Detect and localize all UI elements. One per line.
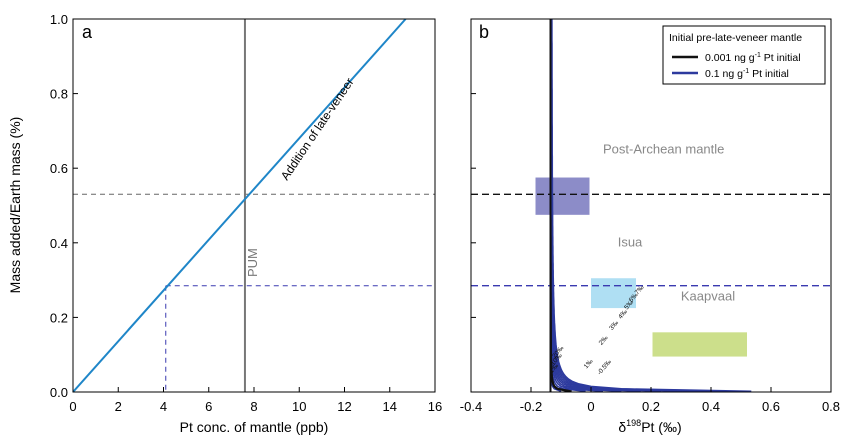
legend-box xyxy=(662,25,826,85)
panel-a-y-tick-label: 0.8 xyxy=(50,87,68,102)
panel-a-x-tick-label: 4 xyxy=(160,399,167,414)
panel-b-box-isua xyxy=(591,278,636,309)
panel-a-label: a xyxy=(82,22,93,42)
curve-label: 3‰ xyxy=(608,319,620,332)
curve-label: 2‰ xyxy=(598,334,610,347)
panel-b-box-label: Kaapvaal xyxy=(681,289,735,304)
panel-a-y-axis-title: Mass added/Earth mass (%) xyxy=(7,117,23,294)
panel-a-x-axis-title: Pt conc. of mantle (ppb) xyxy=(180,419,329,435)
panel-a-y-tick-label: 0.0 xyxy=(50,385,68,400)
panel-b-x-axis-title: δ198Pt (‰) xyxy=(618,418,681,435)
panel-b-x-tick-label: -0.4 xyxy=(460,399,482,414)
panel-b-label: b xyxy=(479,22,489,42)
panel-b: 7‰6‰5‰4‰3‰2‰1‰ -0.5‰20‰10‰1‰ -0.4 -0.2 0 0.2… xyxy=(460,18,840,435)
panel-a-x-tick-label: 12 xyxy=(337,399,351,414)
panel-b-box-label: Isua xyxy=(618,235,643,250)
panel-b-x-tick-label: 0.4 xyxy=(702,399,720,414)
panel-a-x-tick-label: 16 xyxy=(428,399,442,414)
curve-label: -0.5‰ xyxy=(596,358,613,376)
blue-mixing-curve xyxy=(551,19,752,392)
panel-a-x-tick-label: 10 xyxy=(292,399,306,414)
late-veneer-line-label: Addition of late-veneer xyxy=(278,75,357,182)
panel-a-x-tick-label: 8 xyxy=(250,399,257,414)
panel-a-y-tick-label: 0.6 xyxy=(50,161,68,176)
panel-b-x-tick-label: 0.6 xyxy=(762,399,780,414)
panel-b-box-post-archean-mantle xyxy=(535,177,590,215)
panel-b-curves xyxy=(549,19,752,392)
panel-b-x-tick-label: 0.2 xyxy=(642,399,660,414)
panel-a-frame xyxy=(72,18,436,393)
panel-a-y-tick-label: 0.4 xyxy=(50,236,68,251)
legend-entry-blue: 0.1 ng g-1 Pt initial xyxy=(705,68,789,80)
panel-b-box-label: Post-Archean mantle xyxy=(603,141,724,156)
panel-a: 0 2 4 6 8 10 12 14 16 0.0 0.2 0.4 0.6 0.8 1.0 a Additi… xyxy=(7,12,442,435)
curve-label: 1‰ xyxy=(583,358,595,371)
legend-entry-black: 0.001 ng g-1 Pt initial xyxy=(705,52,801,64)
panel-a-x-tick-label: 2 xyxy=(115,399,122,414)
late-veneer-line xyxy=(72,18,407,393)
panel-a-x-tick-label: 0 xyxy=(69,399,76,414)
legend-title: Initial pre-late-veneer mantle xyxy=(669,32,802,44)
panel-b-x-tick-label: 0.8 xyxy=(822,399,840,414)
panel-a-y-tick-label: 1.0 xyxy=(50,12,68,27)
legend: Initial pre-late-veneer mantle 0.001 ng … xyxy=(662,25,826,85)
pum-label: PUM xyxy=(245,248,260,277)
panel-b-x-tick-label: -0.2 xyxy=(520,399,542,414)
panel-b-x-tick-label: 0 xyxy=(587,399,594,414)
panel-a-y-tick-label: 0.2 xyxy=(50,310,68,325)
panel-b-box-kaapvaal xyxy=(652,332,747,357)
panel-a-x-tick-label: 6 xyxy=(205,399,212,414)
panel-a-x-tick-label: 14 xyxy=(383,399,397,414)
